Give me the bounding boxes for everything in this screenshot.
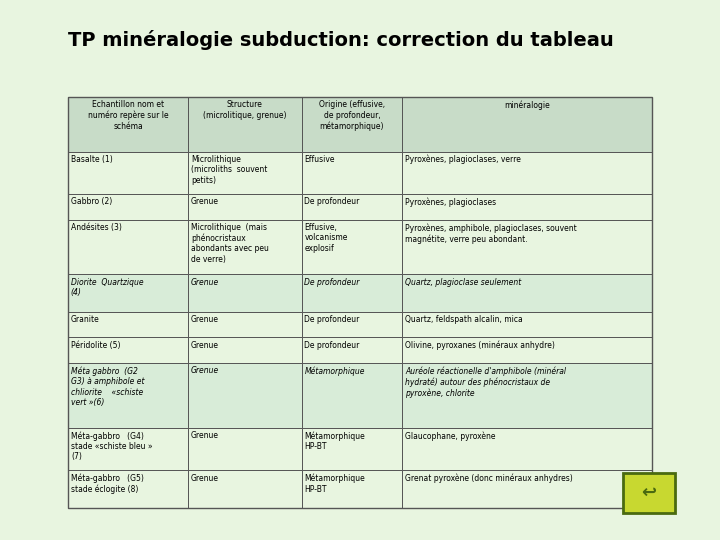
Bar bbox=[188, 363, 302, 428]
Bar bbox=[68, 428, 188, 470]
Text: Métamorphique
HP-BT: Métamorphique HP-BT bbox=[305, 474, 365, 494]
Bar bbox=[188, 97, 302, 152]
Text: Basalte (1): Basalte (1) bbox=[71, 155, 112, 164]
Text: Granite: Granite bbox=[71, 315, 99, 324]
Text: De profondeur: De profondeur bbox=[305, 278, 360, 287]
Text: Glaucophane, pyroxène: Glaucophane, pyroxène bbox=[405, 431, 495, 441]
Text: Diorite  Quartzique
(4): Diorite Quartzique (4) bbox=[71, 278, 143, 297]
Text: Méta-gabbro   (G5)
stade éclogite (8): Méta-gabbro (G5) stade éclogite (8) bbox=[71, 474, 144, 494]
Bar bbox=[68, 152, 188, 194]
Text: Quartz, feldspath alcalin, mica: Quartz, feldspath alcalin, mica bbox=[405, 315, 523, 324]
Text: Effusive,
volcanisme
explosif: Effusive, volcanisme explosif bbox=[305, 223, 348, 253]
Bar bbox=[302, 470, 402, 508]
Bar bbox=[302, 194, 402, 220]
Bar bbox=[402, 152, 652, 194]
Text: Gabbro (2): Gabbro (2) bbox=[71, 198, 112, 206]
Text: Microlithique  (mais
phénocristaux
abondants avec peu
de verre): Microlithique (mais phénocristaux abonda… bbox=[191, 223, 269, 264]
Text: Péridolite (5): Péridolite (5) bbox=[71, 341, 120, 350]
Text: Grenue: Grenue bbox=[191, 474, 219, 483]
Text: De profondeur: De profondeur bbox=[305, 198, 360, 206]
Bar bbox=[68, 363, 188, 428]
Bar bbox=[402, 338, 652, 363]
Text: Grenue: Grenue bbox=[191, 341, 219, 350]
Bar bbox=[302, 428, 402, 470]
Bar bbox=[68, 274, 188, 312]
Bar bbox=[623, 473, 675, 513]
Bar bbox=[188, 428, 302, 470]
Text: Métamorphique
HP-BT: Métamorphique HP-BT bbox=[305, 431, 365, 451]
Text: Structure
(microlitique, grenue): Structure (microlitique, grenue) bbox=[203, 100, 287, 120]
Text: Grenue: Grenue bbox=[191, 431, 219, 440]
Text: Grenat pyroxène (donc minéraux anhydres): Grenat pyroxène (donc minéraux anhydres) bbox=[405, 474, 573, 483]
Bar bbox=[302, 97, 402, 152]
Bar bbox=[302, 152, 402, 194]
Bar bbox=[188, 274, 302, 312]
Bar bbox=[302, 274, 402, 312]
Text: De profondeur: De profondeur bbox=[305, 341, 360, 350]
Text: Microlithique
(microliths  souvent
petits): Microlithique (microliths souvent petits… bbox=[191, 155, 267, 185]
Bar bbox=[188, 220, 302, 274]
Text: Auréole réactionelle d'amphibole (minéral
hydraté) autour des phénocristaux de
p: Auréole réactionelle d'amphibole (minéra… bbox=[405, 366, 566, 398]
Bar bbox=[188, 470, 302, 508]
Text: Effusive: Effusive bbox=[305, 155, 335, 164]
Bar bbox=[302, 363, 402, 428]
Text: Pyroxènes, plagioclases: Pyroxènes, plagioclases bbox=[405, 198, 496, 207]
Text: Echantillon nom et
numéro repère sur le
schéma: Echantillon nom et numéro repère sur le … bbox=[88, 100, 168, 131]
Text: De profondeur: De profondeur bbox=[305, 315, 360, 324]
Text: minéralogie: minéralogie bbox=[504, 100, 550, 110]
Text: ↩: ↩ bbox=[642, 484, 657, 502]
Text: Méta gabbro  (G2
G3) à amphibole et
chliorite    «schiste
vert »(6): Méta gabbro (G2 G3) à amphibole et chlio… bbox=[71, 366, 145, 407]
Bar bbox=[402, 470, 652, 508]
Bar bbox=[68, 312, 188, 338]
Bar bbox=[68, 338, 188, 363]
Bar bbox=[402, 194, 652, 220]
Bar bbox=[302, 220, 402, 274]
Bar bbox=[68, 220, 188, 274]
Text: Grenue: Grenue bbox=[191, 315, 219, 324]
Bar bbox=[402, 274, 652, 312]
Text: Pyroxènes, amphibole, plagioclases, souvent
magnétite, verre peu abondant.: Pyroxènes, amphibole, plagioclases, souv… bbox=[405, 223, 577, 244]
Bar bbox=[68, 194, 188, 220]
Bar bbox=[402, 220, 652, 274]
Bar bbox=[68, 470, 188, 508]
Text: Origine (effusive,
de profondeur,
métamorphique): Origine (effusive, de profondeur, métamo… bbox=[319, 100, 385, 131]
Text: Grenue: Grenue bbox=[191, 198, 219, 206]
Bar bbox=[302, 338, 402, 363]
Bar bbox=[402, 428, 652, 470]
Bar bbox=[402, 363, 652, 428]
Bar bbox=[188, 152, 302, 194]
Bar bbox=[402, 97, 652, 152]
Text: Olivine, pyroxanes (minéraux anhydre): Olivine, pyroxanes (minéraux anhydre) bbox=[405, 341, 555, 350]
Bar bbox=[188, 194, 302, 220]
Text: Quartz, plagioclase seulement: Quartz, plagioclase seulement bbox=[405, 278, 521, 287]
Text: Méta-gabbro   (G4)
stade «schiste bleu »
(7): Méta-gabbro (G4) stade «schiste bleu » (… bbox=[71, 431, 153, 461]
Bar bbox=[302, 312, 402, 338]
Bar bbox=[402, 312, 652, 338]
Bar bbox=[188, 338, 302, 363]
Text: Métamorphique: Métamorphique bbox=[305, 366, 365, 376]
Text: Andésites (3): Andésites (3) bbox=[71, 223, 122, 232]
Text: Grenue: Grenue bbox=[191, 278, 219, 287]
Bar bbox=[68, 97, 188, 152]
Bar bbox=[188, 312, 302, 338]
Text: Grenue: Grenue bbox=[191, 366, 219, 375]
Text: TP minéralogie subduction: correction du tableau: TP minéralogie subduction: correction du… bbox=[68, 30, 613, 50]
Text: Pyroxènes, plagioclases, verre: Pyroxènes, plagioclases, verre bbox=[405, 155, 521, 164]
Bar bbox=[68, 97, 652, 508]
